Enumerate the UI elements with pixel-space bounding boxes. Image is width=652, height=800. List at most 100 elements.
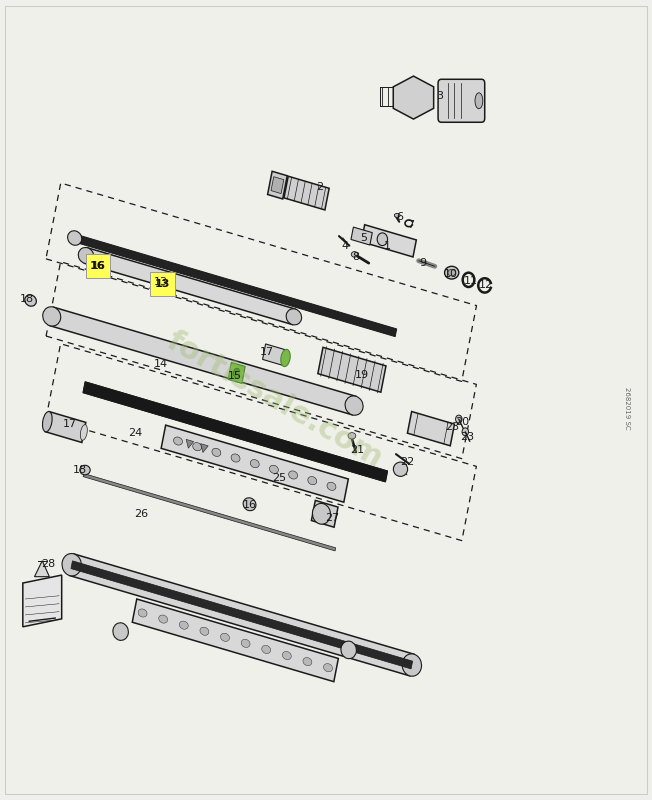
Ellipse shape (200, 627, 209, 635)
Ellipse shape (250, 459, 259, 468)
Text: 16: 16 (90, 262, 106, 271)
Ellipse shape (78, 247, 94, 263)
Text: 23: 23 (460, 432, 474, 442)
Bar (132, 599, 338, 682)
Text: 15: 15 (228, 371, 243, 381)
Ellipse shape (281, 350, 290, 366)
Ellipse shape (113, 622, 128, 640)
Ellipse shape (269, 466, 278, 474)
Bar (228, 362, 245, 383)
Bar (83, 382, 387, 482)
Text: 3: 3 (436, 91, 443, 101)
FancyBboxPatch shape (438, 79, 484, 122)
Text: 22: 22 (400, 457, 414, 467)
Text: 13: 13 (154, 278, 168, 287)
Ellipse shape (341, 641, 357, 658)
Ellipse shape (323, 664, 333, 672)
Ellipse shape (179, 621, 188, 630)
Text: 16: 16 (93, 262, 106, 271)
Text: 5: 5 (360, 233, 367, 242)
Polygon shape (393, 76, 434, 119)
FancyBboxPatch shape (151, 272, 175, 296)
Text: 14: 14 (154, 359, 168, 369)
Text: 17: 17 (63, 419, 77, 429)
Ellipse shape (393, 462, 408, 476)
Ellipse shape (377, 233, 387, 246)
Text: 17: 17 (259, 347, 273, 358)
Ellipse shape (308, 477, 317, 485)
Ellipse shape (138, 609, 147, 617)
Text: 1: 1 (384, 241, 391, 250)
Text: 21: 21 (350, 445, 364, 455)
Bar (361, 225, 417, 257)
Polygon shape (201, 444, 208, 453)
Ellipse shape (42, 411, 52, 432)
Ellipse shape (62, 554, 82, 576)
Text: 2: 2 (316, 182, 323, 192)
Ellipse shape (475, 93, 482, 109)
Bar (284, 176, 329, 210)
Text: 28: 28 (42, 559, 56, 569)
Bar (70, 554, 414, 676)
Ellipse shape (394, 214, 400, 218)
Ellipse shape (233, 368, 240, 378)
Text: 8: 8 (352, 252, 359, 262)
Ellipse shape (351, 251, 358, 257)
Polygon shape (35, 561, 50, 577)
Bar (83, 382, 387, 482)
Ellipse shape (261, 646, 271, 654)
Ellipse shape (212, 448, 221, 457)
Text: 10: 10 (444, 270, 458, 279)
Polygon shape (186, 439, 194, 448)
Bar (312, 501, 338, 527)
Ellipse shape (312, 503, 331, 524)
Bar (271, 177, 284, 194)
Ellipse shape (193, 442, 201, 450)
Ellipse shape (448, 270, 456, 276)
Ellipse shape (25, 295, 37, 306)
Ellipse shape (243, 498, 256, 510)
Ellipse shape (345, 396, 363, 415)
Ellipse shape (462, 428, 469, 436)
Text: 12: 12 (479, 280, 493, 290)
Ellipse shape (289, 471, 297, 479)
Text: 25: 25 (273, 473, 286, 483)
Ellipse shape (402, 654, 422, 676)
Ellipse shape (445, 266, 459, 279)
Ellipse shape (286, 309, 302, 325)
Ellipse shape (43, 306, 61, 326)
Bar (85, 248, 295, 325)
Ellipse shape (80, 466, 90, 475)
Ellipse shape (80, 425, 87, 440)
Ellipse shape (456, 415, 462, 423)
Polygon shape (23, 575, 62, 627)
Ellipse shape (158, 615, 168, 623)
Text: 13: 13 (155, 279, 170, 289)
Text: 7: 7 (407, 220, 414, 230)
Ellipse shape (327, 482, 336, 490)
Bar (71, 561, 413, 669)
Bar (50, 307, 356, 415)
Text: 6: 6 (396, 212, 404, 222)
Text: 18: 18 (73, 465, 87, 475)
Text: 27: 27 (325, 513, 340, 522)
Ellipse shape (220, 634, 230, 642)
Text: 18: 18 (20, 294, 34, 304)
Bar (74, 234, 396, 337)
Text: 11: 11 (464, 276, 477, 286)
Bar (263, 344, 286, 366)
Ellipse shape (282, 651, 291, 660)
Ellipse shape (348, 433, 356, 439)
Text: 20: 20 (455, 418, 469, 427)
Bar (161, 425, 348, 502)
Ellipse shape (303, 658, 312, 666)
Text: 19: 19 (355, 370, 368, 379)
Ellipse shape (68, 230, 82, 246)
Text: 16: 16 (243, 500, 256, 510)
Ellipse shape (173, 437, 183, 445)
Text: 24: 24 (128, 429, 142, 438)
Text: 26: 26 (134, 509, 149, 519)
Bar (46, 412, 86, 442)
Text: 2682019 SC: 2682019 SC (624, 386, 630, 430)
Bar (83, 474, 336, 551)
